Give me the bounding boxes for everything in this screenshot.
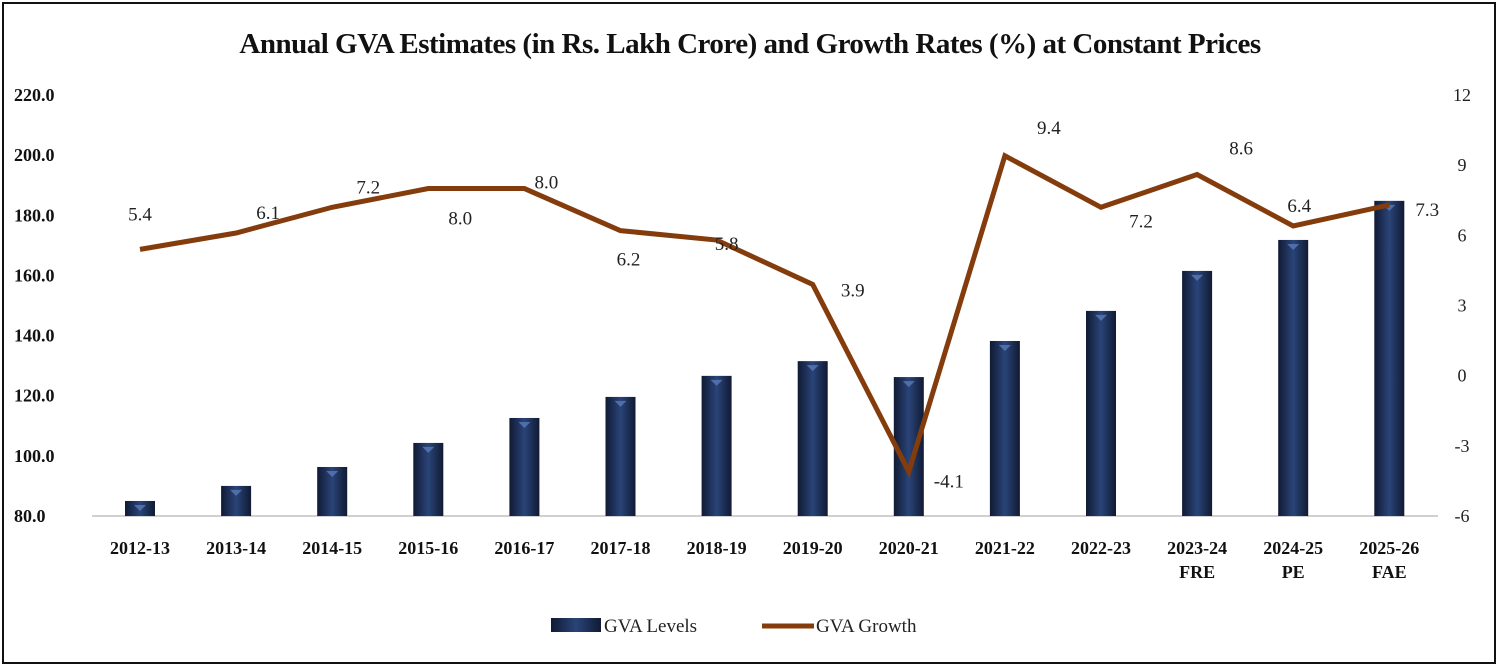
bar-highlight	[1287, 243, 1300, 250]
x-tick-label: 2024-25	[1263, 538, 1323, 558]
y-right-tick-label: 6	[1458, 225, 1467, 245]
x-tick-label: 2016-17	[494, 538, 554, 558]
legend-swatch-gva-levels	[551, 618, 601, 632]
y-left-tick-label: 160.0	[14, 265, 55, 285]
data-label-gva-growth: 8.0	[535, 173, 559, 194]
y-left-tick-label: 180.0	[14, 205, 55, 225]
x-tick-label: 2015-16	[398, 538, 458, 558]
x-tick-label: 2025-26	[1359, 538, 1419, 558]
bar-highlight	[1191, 274, 1204, 281]
y-right-tick-label: 9	[1458, 155, 1467, 175]
y-right-tick-label: -6	[1455, 506, 1470, 526]
bar-highlight	[422, 446, 435, 453]
y-left-tick-label: 220.0	[14, 85, 55, 105]
x-tick-label: 2018-19	[687, 538, 747, 558]
legend-label-gva-growth: GVA Growth	[816, 616, 917, 637]
data-label-gva-growth: 8.6	[1229, 139, 1253, 160]
x-tick-label: 2023-24	[1167, 538, 1227, 558]
bar-highlight	[614, 400, 627, 407]
bar-gva-levels	[797, 361, 828, 516]
data-label-gva-growth: 7.3	[1415, 200, 1439, 221]
bar-gva-levels	[701, 375, 732, 516]
x-tick-label: 2022-23	[1071, 538, 1131, 558]
bar-highlight	[230, 489, 243, 496]
y-right-tick-label: 12	[1453, 85, 1471, 105]
bar-gva-levels	[989, 340, 1020, 516]
bar-gva-levels	[1086, 310, 1116, 516]
data-label-gva-growth: 7.2	[1129, 211, 1153, 232]
line-gva-growth	[139, 152, 1390, 479]
y-left-tick-label: 200.0	[14, 145, 55, 165]
x-tick-label: 2014-15	[302, 538, 362, 558]
bar-highlight	[1095, 314, 1107, 321]
data-label-gva-growth: -4.1	[934, 472, 964, 493]
data-label-gva-growth: 6.4	[1287, 196, 1311, 217]
x-tick-label: FAE	[1372, 562, 1407, 582]
x-tick-label: 2020-21	[879, 538, 939, 558]
y-right-tick-label: -3	[1455, 436, 1470, 456]
bar-highlight	[710, 379, 723, 386]
bar-highlight	[806, 365, 819, 372]
data-label-gva-growth: 6.1	[256, 203, 280, 224]
data-label-gva-growth: 5.8	[715, 234, 739, 255]
y-right-tick-label: 3	[1458, 296, 1467, 316]
x-tick-label: 2021-22	[975, 538, 1035, 558]
x-tick-label: 2017-18	[591, 538, 651, 558]
bar-gva-levels	[605, 396, 636, 516]
data-label-gva-growth: 9.4	[1037, 118, 1061, 139]
y-left-tick-label: 80.0	[14, 506, 46, 526]
legend-label-gva-levels: GVA Levels	[604, 616, 697, 637]
bar-highlight	[998, 344, 1011, 351]
y-right-tick-label: 0	[1458, 366, 1467, 386]
x-tick-label: 2013-14	[206, 538, 266, 558]
x-tick-label: 2019-20	[783, 538, 843, 558]
bar-gva-levels	[413, 442, 444, 516]
data-label-gva-growth: 8.0	[448, 209, 472, 230]
x-tick-label: 2012-13	[110, 538, 170, 558]
x-tick-label: FRE	[1179, 562, 1215, 582]
bar-highlight	[134, 504, 146, 511]
y-left-tick-label: 120.0	[14, 386, 55, 406]
bar-highlight	[902, 381, 915, 388]
chart-title: Annual GVA Estimates (in Rs. Lakh Crore)…	[239, 28, 1261, 60]
x-tick-label: PE	[1282, 562, 1305, 582]
bar-gva-levels	[1278, 239, 1309, 517]
data-label-gva-growth: 5.4	[128, 204, 152, 225]
bar-highlight	[518, 421, 531, 428]
bar-gva-levels	[1182, 270, 1213, 516]
y-left-tick-label: 140.0	[14, 326, 55, 346]
y-left-tick-label: 100.0	[14, 446, 55, 466]
data-label-gva-growth: 7.2	[356, 177, 380, 198]
bar-gva-levels	[509, 417, 540, 516]
data-label-gva-growth: 3.9	[841, 280, 865, 301]
bar-highlight	[326, 470, 339, 477]
bar-gva-levels	[1374, 200, 1405, 516]
data-label-gva-growth: 6.2	[617, 250, 641, 271]
